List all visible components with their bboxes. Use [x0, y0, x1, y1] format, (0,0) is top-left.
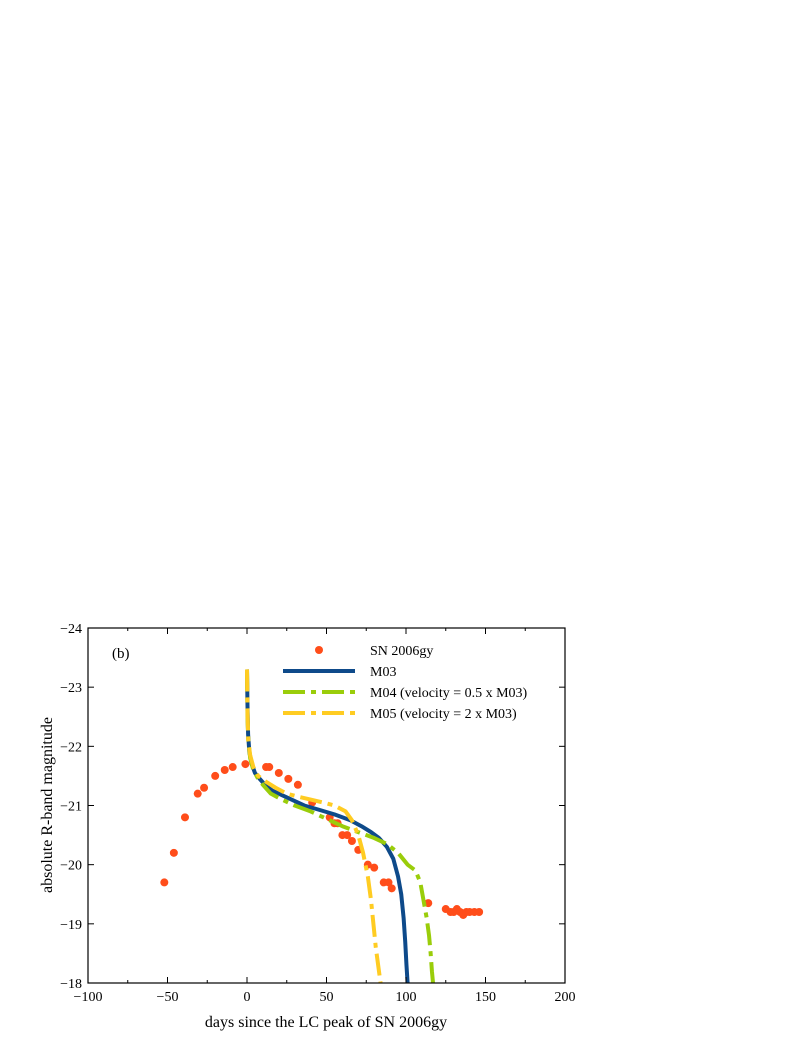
y-tick-label: −23 [60, 681, 82, 696]
y-tick-label: −20 [60, 859, 82, 874]
data-point [293, 780, 302, 789]
plot-frame [87, 627, 566, 984]
y-tick-label: −24 [60, 622, 82, 637]
data-point [347, 837, 356, 845]
ticks-layer: −100 −50 0 50 100 150 200 −24 −23 −22 −21 −20 −19 −18 [60, 622, 575, 1005]
x-tick-label: −100 [74, 990, 103, 1005]
x-tick-label: 200 [555, 990, 576, 1005]
data-point [200, 783, 209, 792]
data-point [169, 848, 178, 857]
series-line-m04 [245, 669, 436, 983]
data-point [180, 813, 189, 822]
data-point [284, 774, 293, 783]
x-tick-label: 0 [244, 990, 251, 1005]
data-point [241, 760, 250, 769]
data-point [343, 831, 352, 840]
data-point [228, 763, 237, 772]
data-point [384, 878, 393, 887]
data-point [387, 884, 396, 893]
y-tick-label: −19 [60, 918, 82, 933]
data-point [265, 763, 274, 772]
x-axis-title: days since the LC peak of SN 2006gy [205, 1014, 447, 1031]
x-tick-label: 50 [320, 990, 334, 1005]
legend-label: M04 (velocity = 0.5 x M03) [370, 686, 528, 701]
y-tick-label: −18 [60, 977, 82, 992]
x-tick-label: −50 [157, 990, 179, 1005]
legend-label: M05 (velocity = 2 x M03) [370, 707, 517, 722]
series-line-m05 [245, 669, 383, 983]
y-tick-label: −22 [60, 740, 82, 755]
y-axis-title: absolute R-band magnitude [39, 717, 56, 893]
data-point [160, 878, 169, 887]
x-tick-label: 100 [396, 990, 417, 1005]
data-point [211, 771, 220, 780]
legend-label: SN 2006gy [370, 644, 433, 659]
y-tick-label: −21 [60, 800, 82, 815]
data-point [274, 768, 283, 777]
data-point [370, 863, 379, 872]
data-point [475, 908, 484, 916]
legend: SN 2006gy M03 M04 (velocity = 0.5 x M03) M0… [283, 644, 528, 722]
legend-label: M03 [370, 665, 396, 680]
panel-label: (b) [112, 646, 130, 662]
series-layer [160, 669, 484, 983]
data-point [193, 789, 202, 798]
data-point [220, 766, 229, 774]
legend-marker [315, 646, 323, 654]
x-tick-label: 150 [475, 990, 496, 1005]
